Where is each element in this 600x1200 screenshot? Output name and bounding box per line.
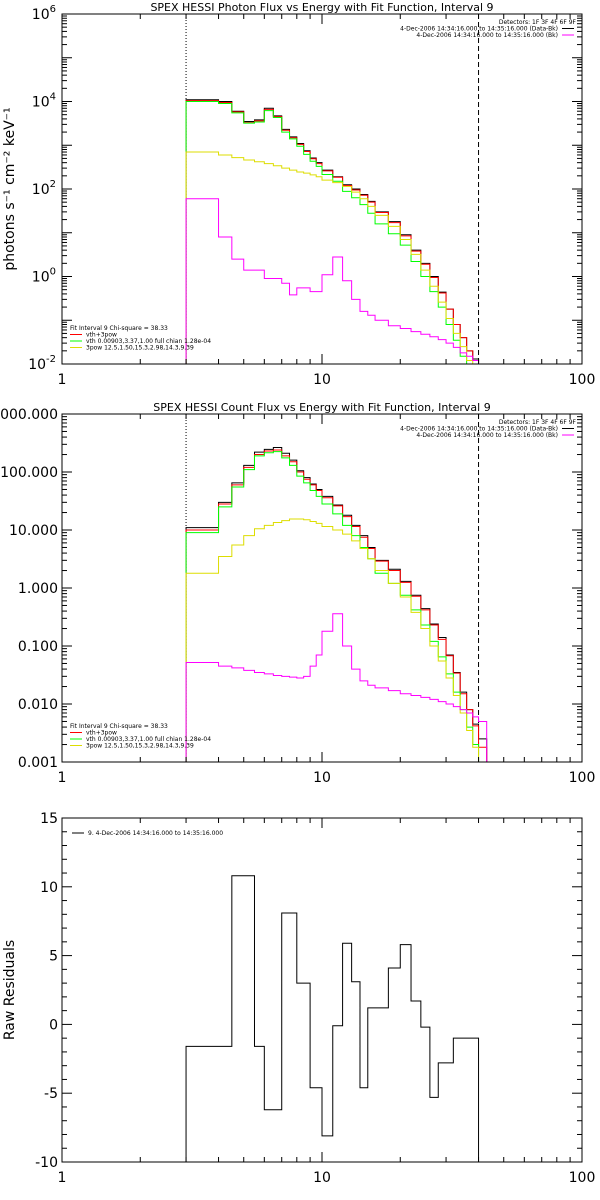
p2-ytick-label-4: 10 [40,880,58,896]
p0-ytick-exp-0: -2 [46,354,56,365]
p2-series-line-0 [185,875,480,1162]
p2-ytick-label-3: 5 [49,949,58,965]
p0-ytick-exp-1: 0 [50,267,56,278]
p2-ytick-label-0: -10 [35,1155,58,1171]
p1-legend-tr-text-0: Detectors: 1F 3F 4F 6F 9F [499,419,577,426]
p1-series-group [185,446,488,762]
p2-xtick-label-1: 10 [313,1170,331,1186]
p0-ytick-base-3: 10 [32,95,50,111]
p2-ytick-label-2: 0 [49,1017,58,1033]
p0-legend-bl-text-2: vth 0.00903,3.37,1.00 full chian 1.28e-0… [86,338,211,345]
p1-chart-title: SPEX HESSI Count Flux vs Energy with Fit… [153,401,490,414]
p1-series-line-1 [185,449,488,762]
p1-xtick-label-1: 10 [313,770,331,786]
p1-ytick-label-3: 1.000 [18,581,58,597]
p2-series-group [185,875,480,1162]
p0-ytick-label-2: 102 [32,179,56,198]
p0-ytick-label-3: 104 [32,92,56,111]
p0-ylabel: photons s⁻¹ cm⁻² keV⁻¹ [2,107,18,270]
p0-ytick-base-1: 10 [32,270,50,286]
p0-legend-bl-text-3: 3pow 12.5,1.50,15.3,2.98,14.3,9.39 [86,345,194,352]
p1-legend-bl-text-2: vth 0.00903,3.37,1.00 full chian 1.28e-0… [86,736,211,743]
p0-chart-title: SPEX HESSI Photon Flux vs Energy with Fi… [150,1,493,14]
p2-ytick-label-5: 15 [40,811,58,827]
p1-ytick-label-1: 0.010 [18,697,58,713]
p2-legend-tl-text-0: 9. 4-Dec-2006 14:34:16.000 to 14:35:16.0… [88,830,223,837]
p1-series-line-0 [185,446,488,762]
p0-series-line-4 [185,198,480,364]
p0-ytick-base-0: 10 [28,357,46,373]
p0-legend-tr-text-0: Detectors: 1F 3F 4F 6F 9F [499,19,577,26]
p1-series-line-4 [185,613,488,762]
p0-legend-bl-text-1: vth+3pow [86,332,117,339]
p0-ytick-base-4: 10 [32,7,50,23]
p0-series-line-1 [185,100,480,364]
p2-ytick-label-1: -5 [44,1086,58,1102]
p0-series-line-0 [185,99,480,364]
p1-legend-bl-text-3: 3pow 12.5,1.50,15.3,2.98,14.3,9.39 [86,743,194,750]
p0-legend-tr-text-1: 4-Dec-2006 14:34:16.000 to 14:35:16.000 … [400,26,558,33]
count-flux-plot: SPEX HESSI Count Flux vs Energy with Fit… [0,401,595,786]
p0-ytick-base-2: 10 [32,182,50,198]
photon-flux-plot: SPEX HESSI Photon Flux vs Energy with Fi… [2,1,595,388]
p0-legend-bl-text-0: Fit Interval 9 Chi-square = 38.33 [70,325,168,332]
p1-series-line-2 [185,451,487,762]
p0-xtick-label-2: 100 [569,372,596,388]
p0-ytick-exp-3: 4 [50,92,56,103]
p0-series-group [185,99,480,364]
p1-legend-bl-text-1: vth+3pow [86,730,117,737]
residuals-plot: 1 10 100 -10 -5 0 5 10 15 Raw Residuals 9. 4-Dec-2… [2,811,595,1186]
p1-series-line-3 [185,518,487,762]
p2-ylabel: Raw Residuals [2,940,18,1040]
p1-xtick-label-0: 1 [58,770,67,786]
p0-ytick-label-0: 10-2 [28,354,56,373]
p2-xtick-label-0: 1 [58,1170,67,1186]
p0-xtick-label-0: 1 [58,372,67,388]
p0-ytick-label-1: 100 [32,267,56,286]
p1-ytick-label-2: 0.100 [18,639,58,655]
p0-series-line-2 [185,101,479,364]
p0-xtick-label-1: 10 [313,372,331,388]
p0-plot-frame [61,13,583,365]
p1-xtick-label-2: 100 [569,770,596,786]
p2-xtick-label-2: 100 [569,1170,596,1186]
p0-ytick-label-4: 106 [32,4,56,23]
p0-series-line-3 [185,151,479,364]
p1-ytick-label-5: 100.000 [0,465,58,481]
p1-plot-frame [61,413,583,763]
p1-ytick-label-0: 0.001 [18,755,58,771]
p0-ytick-exp-2: 2 [50,179,56,190]
p1-legend-tr-text-2: 4-Dec-2006 14:34:16.000 to 14:35:16.000 … [416,432,558,439]
p1-legend-bl-text-0: Fit Interval 9 Chi-square = 38.33 [70,723,168,730]
p0-ytick-exp-4: 6 [50,4,56,15]
p0-legend-tr-text-2: 4-Dec-2006 14:34:16.000 to 14:35:16.000 … [416,32,558,39]
p1-legend-tr-text-1: 4-Dec-2006 14:34:16.000 to 14:35:16.000 … [400,426,558,433]
p1-ytick-label-4: 10.000 [9,523,58,539]
